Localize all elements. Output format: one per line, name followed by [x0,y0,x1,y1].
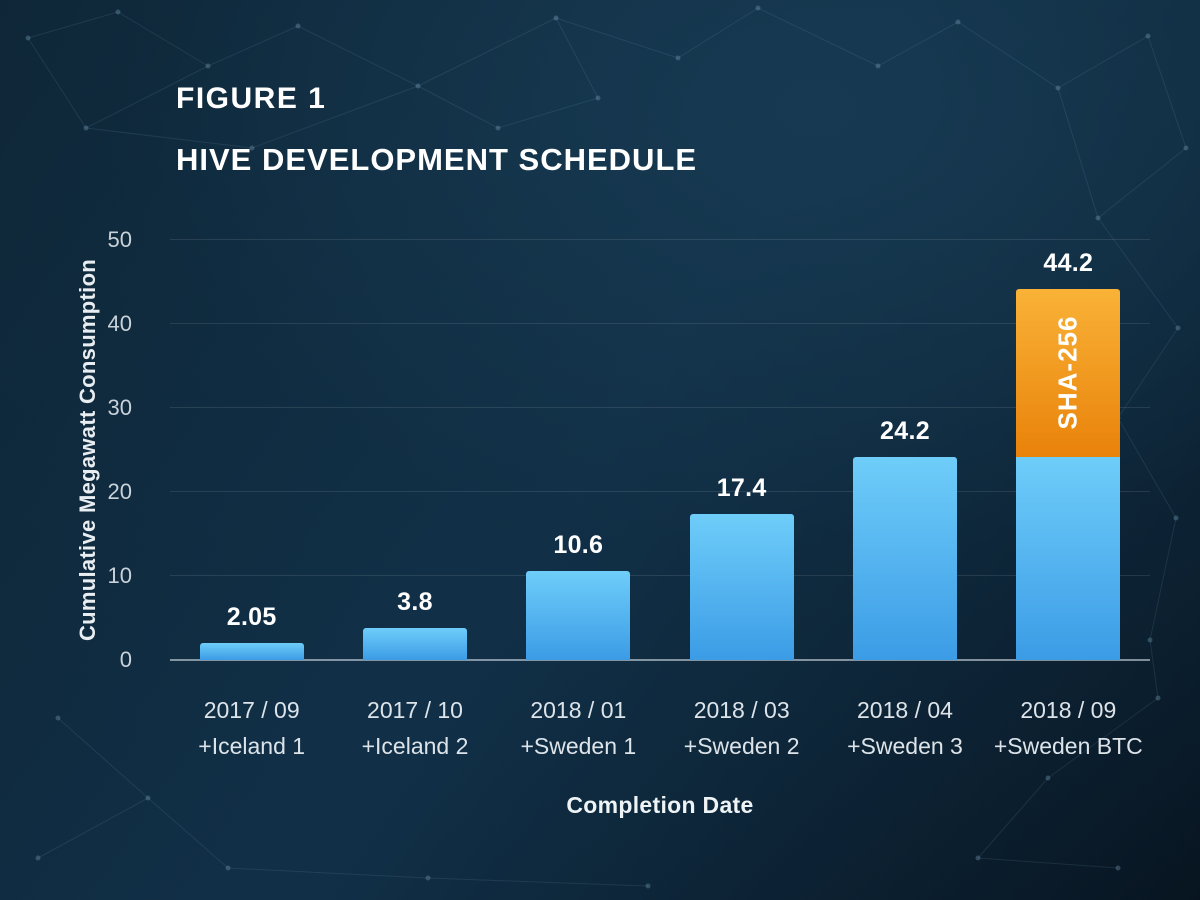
y-tick-label: 30 [107,395,132,420]
bar-column: 10.6 [497,240,660,660]
gridline [170,239,1150,240]
bar-value-label: 44.2 [1043,248,1094,277]
bar [689,513,794,660]
x-tick-label: 2018 / 04 +Sweden 3 [823,692,986,764]
segment-label-wrap: SHA-256 [1016,289,1120,457]
y-tick-label: 10 [107,563,132,588]
bar-value-label: 17.4 [716,473,767,502]
bar-value-label: 2.05 [226,602,277,631]
bar [852,456,957,660]
figure-label: FIGURE 1 [176,82,327,115]
bar-segment-base [362,628,467,660]
y-tick-label: 0 [119,647,132,672]
bar-value-label: 24.2 [880,416,930,445]
x-axis-label: Completion Date [566,792,754,818]
bar-value-label: 10.6 [553,530,604,559]
x-tick-site: +Sweden 1 [520,733,637,759]
x-tick-site: +Sweden 2 [683,733,800,759]
bar [526,570,631,660]
bar [199,642,304,660]
bar-segment-base [199,642,304,660]
x-tick-site: +Iceland 1 [198,733,306,759]
x-tick-label: 2017 / 09 +Iceland 1 [170,692,333,764]
bar-column: 17.4 [660,240,823,660]
x-tick-date: 2017 / 09 [203,697,300,723]
bar-segment-base [1016,456,1121,660]
x-tick-date: 2018 / 04 [857,697,953,723]
chart-header: FIGURE 1 HIVE DEVELOPMENT SCHEDULE [176,82,697,178]
gridline [170,491,1150,492]
bars-row: 2.05 3.8 10.6 17.4 24.2 44.2 SHA-256 [170,240,1150,660]
bar-segment-base [526,570,631,660]
y-tick-label: 50 [107,227,132,252]
gridlines [170,239,1150,661]
x-tick-label: 2018 / 09 +Sweden BTC [987,692,1150,764]
gridline [170,575,1150,576]
x-tick-date: 2018 / 09 [1020,697,1117,723]
plot-area: 2.05 3.8 10.6 17.4 24.2 44.2 SHA-256 [170,239,1150,661]
gridline [170,407,1150,408]
gridline [170,323,1150,324]
bar-column: 3.8 [333,240,496,660]
y-axis-ticks: 0 10 20 30 40 50 [70,227,150,672]
x-tick-label: 2018 / 01 +Sweden 1 [497,692,660,764]
bar-column: 24.2 [823,240,986,660]
x-tick-site: +Sweden BTC [993,733,1143,759]
x-tick-label: 2018 / 03 +Sweden 2 [660,692,823,764]
bar-column: 2.05 [170,240,333,660]
x-axis-line [170,659,1150,661]
segment-label: SHA-256 [1052,315,1083,430]
bar-value-label: 3.8 [397,588,433,617]
x-tick-site: +Iceland 2 [361,733,469,759]
y-tick-label: 40 [107,311,132,336]
x-tick-date: 2017 / 10 [367,697,463,723]
bar-segment-sha256: SHA-256 [1016,288,1121,457]
x-axis-ticks: 2017 / 09 +Iceland 1 2017 / 10 +Iceland 2 20… [170,692,1150,764]
bar [362,628,467,660]
bar: SHA-256 [1016,288,1121,660]
x-tick-site: +Sweden 3 [847,733,963,759]
x-tick-date: 2018 / 03 [693,697,790,723]
x-tick-label: 2017 / 10 +Iceland 2 [333,692,496,764]
y-tick-label: 20 [107,479,132,504]
bar-column: 44.2 SHA-256 [987,240,1150,660]
bar-segment-base [852,456,957,660]
x-tick-date: 2018 / 01 [530,697,627,723]
page-title: HIVE DEVELOPMENT SCHEDULE [176,142,698,177]
bar-segment-base [689,513,794,660]
